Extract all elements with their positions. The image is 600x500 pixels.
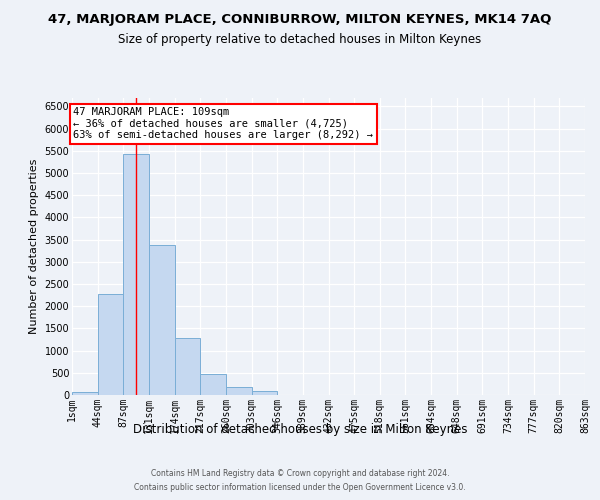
- Bar: [98, 294, 124, 395]
- Bar: [124, 154, 149, 395]
- Text: Contains public sector information licensed under the Open Government Licence v3: Contains public sector information licen…: [134, 482, 466, 492]
- Text: 47 MARJORAM PLACE: 109sqm
← 36% of detached houses are smaller (4,725)
63% of se: 47 MARJORAM PLACE: 109sqm ← 36% of detac…: [73, 108, 373, 140]
- Text: Size of property relative to detached houses in Milton Keynes: Size of property relative to detached ho…: [118, 32, 482, 46]
- Y-axis label: Number of detached properties: Number of detached properties: [29, 158, 39, 334]
- Bar: [72, 392, 98, 395]
- Bar: [175, 338, 200, 395]
- Bar: [200, 374, 226, 395]
- Bar: [149, 245, 175, 395]
- Text: 47, MARJORAM PLACE, CONNIBURROW, MILTON KEYNES, MK14 7AQ: 47, MARJORAM PLACE, CONNIBURROW, MILTON …: [49, 12, 551, 26]
- Bar: [226, 387, 251, 395]
- Text: Contains HM Land Registry data © Crown copyright and database right 2024.: Contains HM Land Registry data © Crown c…: [151, 469, 449, 478]
- Bar: [251, 392, 277, 395]
- Text: Distribution of detached houses by size in Milton Keynes: Distribution of detached houses by size …: [133, 422, 467, 436]
